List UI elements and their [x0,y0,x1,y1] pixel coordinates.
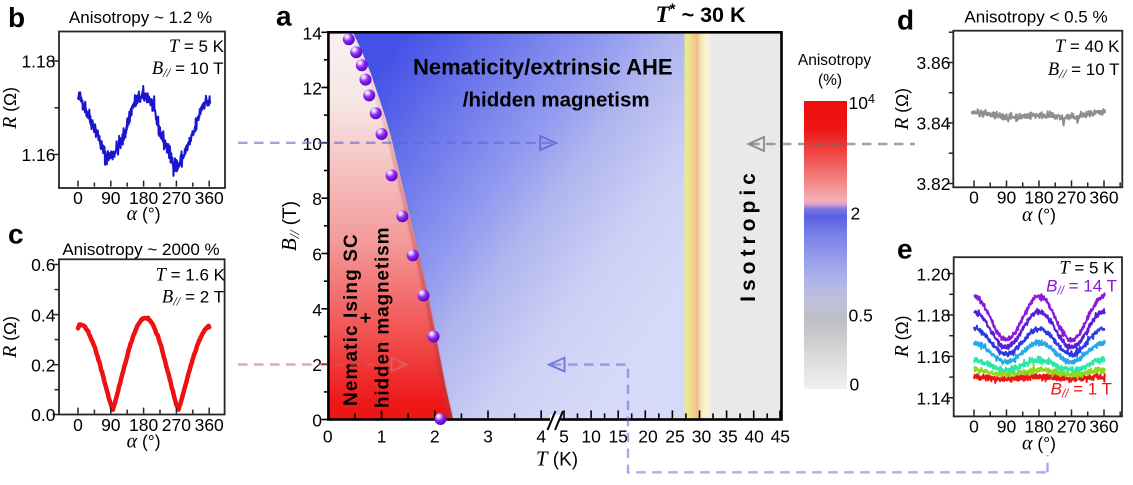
svg-text:T = 40 K: T = 40 K [1055,37,1120,57]
svg-text:B// (T): B// (T) [277,201,303,251]
svg-text:0: 0 [850,375,860,395]
svg-text:3.84: 3.84 [916,114,950,134]
svg-text:T (K): T (K) [536,447,578,471]
svg-text:Anisotropy ~ 2000 %: Anisotropy ~ 2000 % [62,240,219,259]
svg-text:90: 90 [997,417,1017,437]
svg-text:10: 10 [581,427,601,447]
svg-text:2: 2 [851,204,861,224]
svg-text:Anisotropy < 0.5 %: Anisotropy < 0.5 % [964,8,1107,27]
svg-text:/hidden magnetism: /hidden magnetism [463,89,650,112]
svg-text:3.86: 3.86 [916,53,950,73]
svg-text:360: 360 [1089,188,1118,208]
svg-text:0: 0 [73,415,83,435]
svg-text:0: 0 [73,188,83,208]
svg-text:1.16: 1.16 [21,145,55,165]
svg-text:5: 5 [559,427,569,447]
svg-text:0.0: 0.0 [31,405,56,425]
svg-text:0: 0 [969,417,979,437]
svg-text:2: 2 [430,427,440,447]
svg-text:α (°): α (°) [1022,433,1056,455]
svg-text:180: 180 [129,188,158,208]
svg-text:T = 5 K: T = 5 K [1059,259,1115,279]
svg-text:360: 360 [1089,417,1118,437]
svg-text:10: 10 [303,134,323,154]
svg-text:hidden magnetism: hidden magnetism [373,227,394,408]
svg-text:R (Ω): R (Ω) [0,87,21,130]
svg-text:0: 0 [323,427,333,447]
svg-text:0: 0 [312,411,322,431]
svg-text:15: 15 [608,427,627,447]
svg-text:270: 270 [162,188,191,208]
svg-text:0.2: 0.2 [31,355,55,375]
svg-text:35: 35 [718,427,737,447]
svg-text:α (°): α (°) [1022,204,1056,226]
svg-text:α (°): α (°) [127,203,161,225]
svg-text:180: 180 [1024,417,1053,437]
svg-text:6: 6 [312,245,322,265]
svg-text:a: a [276,1,292,32]
svg-text:R (Ω): R (Ω) [891,316,913,359]
svg-text:Anisotropy: Anisotropy [798,52,871,69]
svg-text:Anisotropy ~ 1.2 %: Anisotropy ~ 1.2 % [69,8,212,27]
svg-text:0.6: 0.6 [31,255,55,275]
svg-text:1.14: 1.14 [916,389,950,409]
svg-text:270: 270 [1057,417,1086,437]
svg-text:e: e [897,234,913,265]
svg-text:α (°): α (°) [127,431,161,453]
svg-text:14: 14 [303,23,323,43]
svg-text:Isotropic: Isotropic [737,168,760,302]
svg-text:B// = 10 T: B// = 10 T [1048,60,1120,81]
svg-text:3.82: 3.82 [916,174,950,194]
svg-text:90: 90 [101,188,121,208]
svg-text:4: 4 [536,427,546,447]
svg-text:d: d [897,5,914,36]
svg-text:1.18: 1.18 [916,306,950,326]
svg-text:1.20: 1.20 [916,264,950,284]
svg-text:360: 360 [195,415,224,435]
svg-text:0: 0 [969,188,979,208]
svg-text:270: 270 [1057,188,1086,208]
svg-text:1: 1 [377,427,387,447]
svg-text:b: b [8,2,25,33]
svg-text:(%): (%) [818,72,842,89]
svg-text:25: 25 [665,427,684,447]
svg-text:2: 2 [312,355,322,375]
svg-text:R (Ω): R (Ω) [0,316,21,359]
svg-text:3: 3 [483,427,493,447]
svg-text:T* ~ 30 K: T* ~ 30 K [655,2,745,28]
svg-text:B// = 14 T: B// = 14 T [1046,277,1117,298]
svg-text:8: 8 [312,189,322,209]
svg-text:T = 1.6 K: T = 1.6 K [156,266,226,286]
svg-text:45: 45 [771,427,790,447]
svg-text:0.5: 0.5 [849,306,873,326]
svg-text:Nematic Ising SC: Nematic Ising SC [341,233,362,406]
svg-text:0.4: 0.4 [31,305,56,325]
svg-text:1.18: 1.18 [21,52,55,72]
svg-text:360: 360 [195,188,224,208]
svg-text:4: 4 [312,300,322,320]
svg-text:270: 270 [162,415,191,435]
svg-text:90: 90 [101,415,121,435]
svg-text:12: 12 [303,79,322,99]
svg-text:30: 30 [692,427,712,447]
svg-text:B// = 2 T: B// = 2 T [162,288,224,309]
svg-text:20: 20 [638,427,658,447]
svg-text:R (Ω): R (Ω) [891,88,913,131]
svg-text:180: 180 [1024,188,1053,208]
svg-text:1.16: 1.16 [916,347,950,367]
svg-text:T = 5 K: T = 5 K [169,37,225,57]
svg-text:B// = 10 T: B// = 10 T [152,59,224,80]
svg-text:+: + [356,312,377,323]
svg-text:B// = 1 T: B// = 1 T [1051,380,1112,401]
svg-text:Nematicity/extrinsic AHE: Nematicity/extrinsic AHE [413,55,673,80]
svg-text:40: 40 [744,427,764,447]
svg-text:c: c [8,219,24,250]
svg-text:90: 90 [997,188,1017,208]
svg-text:180: 180 [129,415,158,435]
